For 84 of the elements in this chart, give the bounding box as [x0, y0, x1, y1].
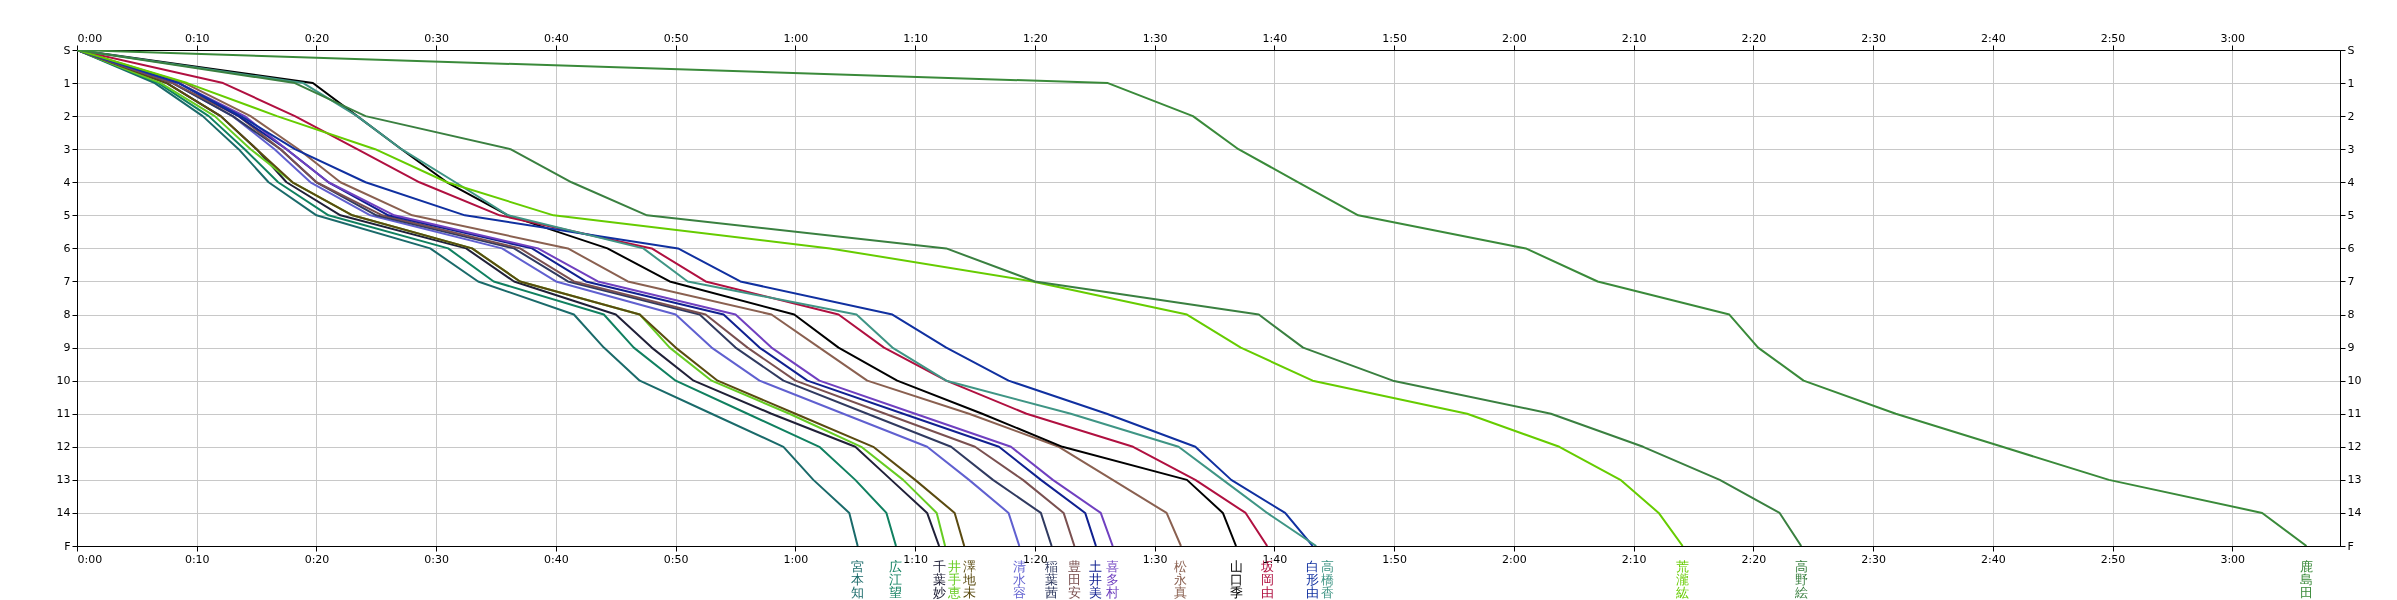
x-tick-label: 0:50: [663, 552, 689, 566]
y-tick-label: 7: [63, 274, 71, 288]
x2-tick-label: 0:20: [304, 31, 330, 45]
x2-tick-label: 2:00: [1501, 31, 1527, 45]
y-tick-label: 6: [63, 241, 71, 255]
y2-tick-label: 5: [2347, 208, 2355, 222]
x-tick-label: 0:30: [424, 552, 450, 566]
series-label: 井手恵: [946, 559, 961, 600]
x2-tick-label: 0:50: [663, 31, 689, 45]
y-tick-label: 14: [56, 506, 71, 520]
x2-tick-label: 2:40: [1980, 31, 2006, 45]
x-tick-label: 0:10: [184, 552, 210, 566]
y-tick-label: 11: [56, 407, 71, 421]
series-label: 鹿島田: [2299, 559, 2313, 600]
series-label: 千葉妙: [932, 559, 946, 600]
series-label: 喜多村: [1105, 559, 1120, 600]
y2-tick-label: 12: [2347, 440, 2362, 454]
y-tick-label: 8: [63, 308, 71, 322]
x2-tick-label: 1:10: [903, 31, 928, 45]
y2-tick-label: 11: [2347, 407, 2362, 421]
x-tick-label: 0:00: [77, 552, 103, 566]
x-tick-label: 1:10: [903, 552, 928, 566]
x-tick-label: 1:50: [1382, 552, 1407, 566]
x2-tick-label: 2:20: [1741, 31, 1767, 45]
x-tick-label: 2:00: [1501, 552, 1527, 566]
series-label: 豊田安: [1067, 559, 1081, 600]
y2-tick-label: 6: [2347, 241, 2355, 255]
y2-tick-label: 9: [2347, 341, 2355, 355]
series-label: 清水容: [1012, 559, 1026, 600]
y2-tick-label: F: [2347, 539, 2354, 553]
x-tick-label: 2:10: [1621, 552, 1647, 566]
x2-tick-label: 1:20: [1023, 31, 1048, 45]
y2-tick-label: 8: [2347, 308, 2355, 322]
x-tick-label: 1:00: [783, 552, 809, 566]
y-tick-label: 5: [63, 208, 71, 222]
y2-tick-label: 7: [2347, 274, 2355, 288]
series-label: 土井美: [1089, 559, 1103, 600]
y2-tick-label: 10: [2347, 374, 2362, 388]
x2-tick-label: 1:50: [1382, 31, 1407, 45]
x2-tick-label: 2:50: [2100, 31, 2126, 45]
x-tick-label: 0:20: [304, 552, 330, 566]
x-tick-label: 2:30: [1861, 552, 1886, 566]
x2-tick-label: 1:30: [1142, 31, 1168, 45]
x2-tick-label: 0:40: [544, 31, 569, 45]
series-label: 高野絵: [1793, 559, 1808, 600]
x-tick-label: 2:50: [2100, 552, 2126, 566]
x2-tick-label: 1:00: [783, 31, 809, 45]
y-tick-label: F: [64, 539, 71, 553]
x2-tick-label: 2:30: [1861, 31, 1886, 45]
y-tick-label: 1: [63, 76, 71, 90]
series-label: 山口季: [1229, 559, 1243, 600]
x-tick-label: 2:40: [1980, 552, 2006, 566]
series-label: 宮本知: [851, 559, 865, 600]
y-tick-label: 2: [63, 109, 71, 123]
x2-tick-label: 0:30: [424, 31, 450, 45]
series-label: 高橋香: [1321, 559, 1335, 600]
series-label: 白形由: [1306, 559, 1320, 600]
y2-tick-label: 14: [2347, 506, 2362, 520]
x2-tick-label: 1:40: [1262, 31, 1288, 45]
y-tick-label: 3: [63, 142, 71, 156]
y-tick-label: 13: [56, 473, 71, 487]
y2-tick-label: 4: [2347, 175, 2355, 189]
x2-tick-label: 0:10: [184, 31, 210, 45]
y-tick-label: 4: [63, 175, 71, 189]
series-label: 荒瀧紘: [1676, 559, 1690, 600]
y-tick-label: 9: [63, 341, 71, 355]
y-tick-label: 10: [56, 374, 71, 388]
y-tick-label: S: [63, 43, 71, 57]
series-label: 広江望: [889, 559, 903, 600]
y2-tick-label: 1: [2347, 76, 2355, 90]
x-tick-label: 3:00: [2220, 552, 2246, 566]
x-tick-label: 2:20: [1741, 552, 1767, 566]
series-label: 松永真: [1174, 559, 1188, 600]
series-label: 澤地未: [961, 559, 976, 600]
y2-tick-label: 2: [2347, 109, 2355, 123]
x2-tick-label: 0:00: [77, 31, 103, 45]
x2-tick-label: 3:00: [2220, 31, 2246, 45]
y2-tick-label: S: [2347, 43, 2355, 57]
y2-tick-label: 3: [2347, 142, 2355, 156]
x-tick-label: 1:30: [1142, 552, 1168, 566]
x2-tick-label: 2:10: [1621, 31, 1647, 45]
y2-tick-label: 13: [2347, 473, 2362, 487]
y-tick-label: 12: [56, 440, 71, 454]
x-tick-label: 0:40: [544, 552, 569, 566]
